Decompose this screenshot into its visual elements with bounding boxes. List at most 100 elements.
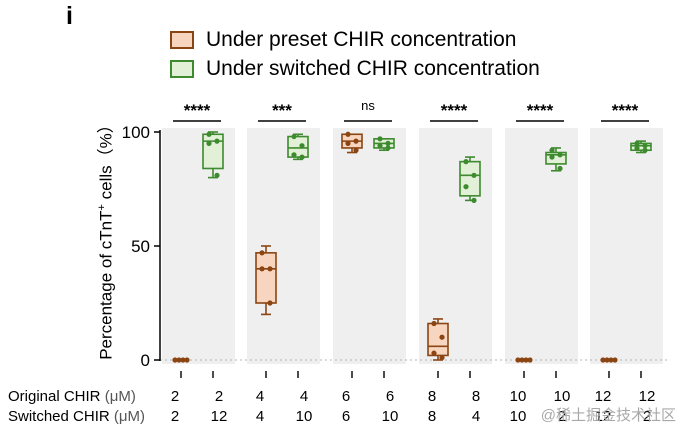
group-band-5 (590, 128, 663, 364)
group-3-preset-point-0 (431, 320, 437, 327)
group-band-0 (162, 128, 235, 364)
group-3-preset-point-3 (439, 355, 445, 361)
group-2-switched-point-1 (385, 140, 391, 146)
group-1-switched-original: 4 (299, 388, 309, 405)
group-1-preset-point-2 (259, 266, 265, 272)
group-5-switched-box (630, 142, 652, 152)
group-5-switched-point-0 (634, 140, 640, 146)
group-1-significance-label: *** (272, 101, 292, 120)
group-2-preset-point-2 (345, 140, 351, 146)
group-5-switched-original: 12 (638, 388, 656, 405)
group-4-switched-original: 10 (553, 388, 571, 405)
group-4-significance-label: **** (527, 101, 554, 120)
group-3-switched-box (459, 160, 481, 197)
y-tick-label-100: 100 (122, 123, 150, 142)
group-3-preset-original: 8 (427, 388, 437, 405)
group-4-preset-point-1 (519, 357, 525, 363)
group-1-switched-point-3 (299, 154, 305, 160)
group-3-preset-point-1 (439, 334, 445, 340)
group-0-switched-point-3 (214, 172, 220, 178)
group-0-switched-point-2 (206, 140, 212, 146)
group-2-preset-point-0 (345, 131, 351, 137)
group-1-preset-original: 4 (255, 388, 265, 405)
group-0-preset-point-3 (184, 357, 190, 363)
group-5-switched-switched: 2 (642, 408, 652, 425)
group-0-switched-switched: 12 (210, 408, 228, 425)
group-1-switched-switched: 10 (295, 408, 313, 425)
group-2-switched-point-2 (377, 143, 383, 149)
group-2-switched-original: 6 (385, 388, 395, 405)
group-2-preset-point-3 (353, 147, 359, 153)
group-3-preset-point-2 (431, 350, 437, 356)
group-0-preset-switched: 2 (170, 408, 180, 425)
group-3-switched-switched: 4 (471, 408, 481, 425)
group-2-preset-switched: 6 (341, 408, 351, 425)
group-5-preset-point-1 (604, 357, 610, 363)
group-0-switched-original: 2 (214, 388, 224, 405)
group-5-preset-point-3 (612, 357, 618, 363)
group-0-preset-original: 2 (170, 388, 180, 405)
legend-swatch-switched (170, 60, 194, 78)
group-0-switched-point-0 (206, 131, 212, 137)
row-label-switched: Switched CHIR (μM) (8, 408, 146, 425)
group-2-preset-original: 6 (341, 388, 351, 405)
group-0-preset-point-1 (176, 357, 182, 363)
group-3-switched-point-2 (463, 184, 469, 190)
group-3-switched-point-3 (471, 197, 477, 203)
group-2-switched-point-3 (385, 145, 391, 151)
group-3-preset-box (427, 322, 449, 357)
group-1-switched-point-2 (291, 152, 297, 158)
group-2-switched-switched: 10 (381, 408, 399, 425)
group-5-preset-point-0 (600, 357, 606, 363)
legend-label-preset: Under preset CHIR concentration (206, 28, 517, 51)
group-1-preset-point-1 (267, 266, 273, 272)
group-3-switched-original: 8 (471, 388, 481, 405)
group-4-preset-original: 10 (509, 388, 527, 405)
group-3-significance-label: **** (441, 101, 468, 120)
group-4-switched-switched: 2 (557, 408, 567, 425)
group-0-preset-point-0 (172, 357, 178, 363)
group-0-switched-box (202, 133, 224, 170)
y-tick-label-0: 0 (141, 351, 150, 370)
group-4-preset-point-0 (515, 357, 521, 363)
legend-swatch-preset (170, 31, 194, 49)
group-4-switched-point-0 (549, 147, 555, 153)
group-5-preset-point-2 (608, 357, 614, 363)
group-5-preset-original: 12 (594, 388, 612, 405)
group-0-switched-point-1 (214, 138, 220, 144)
group-5-significance-label: **** (612, 101, 639, 120)
group-1-switched-box (287, 135, 309, 158)
group-2-preset-point-1 (353, 138, 359, 144)
group-2-significance-label: ns (361, 98, 375, 113)
group-2-switched-point-0 (377, 136, 383, 142)
group-1-preset-point-3 (267, 300, 273, 306)
y-axis-label: Percentage of cTnT+ cells（%） (95, 116, 116, 360)
group-5-preset-switched: 12 (594, 408, 612, 425)
group-0-preset-point-2 (180, 357, 186, 363)
group-1-switched-point-1 (299, 143, 305, 149)
legend-label-switched: Under switched CHIR concentration (206, 57, 540, 80)
group-1-preset-box (255, 252, 277, 304)
group-3-switched-point-0 (463, 159, 469, 165)
group-5-switched-point-2 (634, 145, 640, 151)
group-band-4 (505, 128, 578, 364)
group-4-preset-point-2 (523, 357, 529, 363)
group-1-preset-switched: 4 (255, 408, 265, 425)
group-1-switched-point-0 (291, 133, 297, 140)
legend-item-preset: Under preset CHIR concentration (170, 28, 516, 52)
group-4-switched-point-2 (549, 154, 555, 160)
watermark: @稀土掘金技术社区 (540, 407, 676, 424)
row-label-original: Original CHIR (μM) (8, 388, 136, 405)
group-3-preset-switched: 8 (427, 408, 437, 425)
group-0-significance-label: **** (184, 101, 211, 120)
legend-item-switched: Under switched CHIR concentration (170, 57, 540, 81)
group-4-preset-point-3 (527, 357, 533, 363)
group-5-switched-point-1 (642, 143, 648, 149)
group-1-preset-point-0 (259, 250, 265, 256)
group-band-2 (333, 128, 406, 364)
group-3-switched-point-1 (471, 172, 477, 178)
group-5-switched-point-3 (642, 147, 648, 153)
group-4-switched-box (545, 151, 567, 165)
group-4-switched-point-3 (557, 165, 563, 172)
